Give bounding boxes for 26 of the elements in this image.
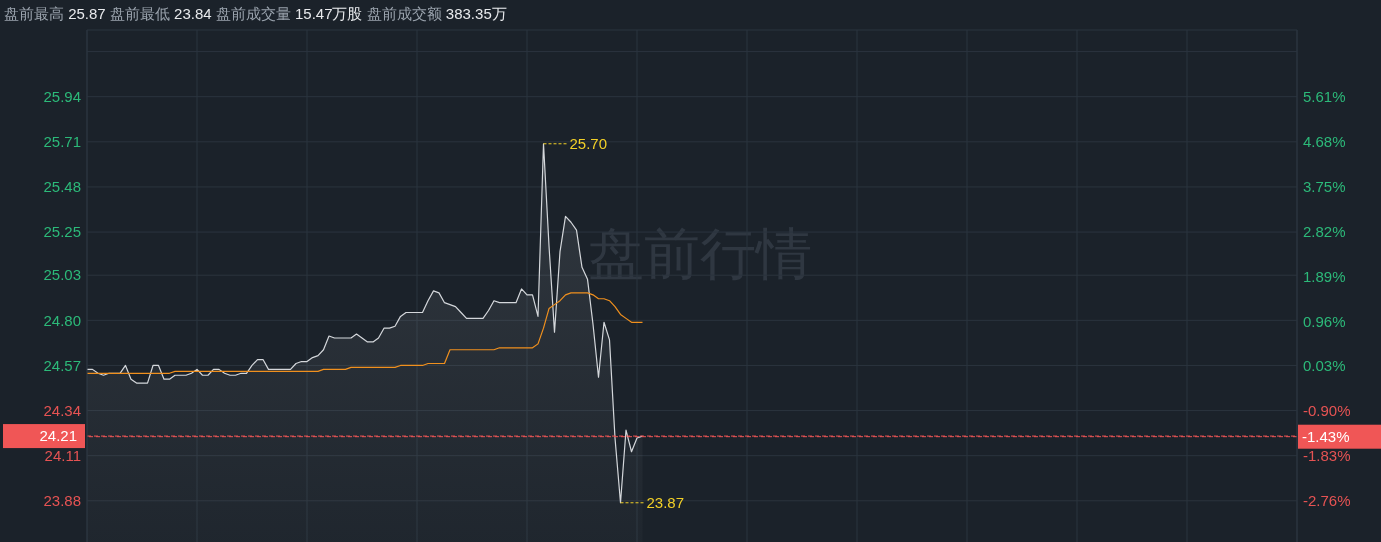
annotation: 23.87	[646, 494, 685, 512]
ref-line-label: 24.21	[39, 427, 77, 445]
y-tick-label: 25.25	[43, 223, 81, 241]
y-tick-label: 25.03	[43, 266, 81, 284]
chart-title: 盘前最高 25.87 盘前最低 23.84 盘前成交量 15.47万股 盘前成交额 383.35万	[4, 5, 507, 22]
y-tick-label: 24.11	[44, 446, 81, 464]
y-tick-label: 23.88	[43, 492, 81, 510]
y-tick-label: 24.57	[43, 356, 81, 374]
y2-tick-label: 2.82%	[1303, 222, 1346, 240]
y-tick-label: 25.48	[43, 178, 81, 196]
y2-tick-label: -1.83%	[1303, 447, 1351, 465]
ref-line-label: -1.43%	[1302, 427, 1350, 445]
y2-tick-label: -2.76%	[1303, 492, 1351, 510]
y2-tick-label: 3.75%	[1303, 177, 1346, 195]
y2-tick-label: 4.68%	[1303, 132, 1346, 150]
y-tick-label: 25.71	[43, 133, 81, 151]
y2-tick-label: 0.96%	[1303, 312, 1346, 330]
y2-tick-label: 5.61%	[1303, 87, 1346, 105]
y-tick-label: 25.94	[43, 87, 81, 105]
annotation: 25.70	[569, 135, 608, 153]
y2-tick-label: -0.90%	[1303, 402, 1351, 420]
y-tick-label: 24.34	[43, 401, 81, 419]
y-tick-label: 24.80	[43, 311, 81, 329]
y2-tick-label: 1.89%	[1303, 267, 1346, 285]
line-series	[87, 292, 644, 374]
y2-tick-label: 0.03%	[1303, 357, 1346, 375]
